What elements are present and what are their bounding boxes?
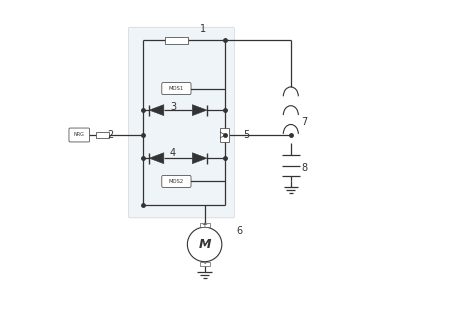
FancyBboxPatch shape xyxy=(162,175,191,187)
Text: 5: 5 xyxy=(243,130,249,140)
Text: 1: 1 xyxy=(200,24,206,34)
FancyBboxPatch shape xyxy=(128,27,234,218)
Text: -: - xyxy=(203,261,206,267)
Text: MOS2: MOS2 xyxy=(169,179,184,184)
Text: 8: 8 xyxy=(301,163,307,173)
Text: M: M xyxy=(198,238,211,251)
Bar xyxy=(220,128,229,143)
Text: +: + xyxy=(202,222,207,228)
Polygon shape xyxy=(192,105,207,116)
Polygon shape xyxy=(149,153,164,164)
Polygon shape xyxy=(192,153,207,164)
Text: 2: 2 xyxy=(107,130,113,140)
FancyBboxPatch shape xyxy=(69,128,89,142)
Bar xyxy=(165,37,188,45)
Polygon shape xyxy=(149,105,164,116)
Text: 4: 4 xyxy=(170,148,176,158)
Bar xyxy=(96,132,109,138)
Bar xyxy=(200,262,210,266)
Text: 6: 6 xyxy=(236,226,242,236)
Bar xyxy=(200,223,210,227)
Text: MOS1: MOS1 xyxy=(169,86,184,91)
FancyBboxPatch shape xyxy=(162,83,191,95)
Text: 3: 3 xyxy=(170,102,176,112)
Text: NRG: NRG xyxy=(74,133,85,138)
Text: 7: 7 xyxy=(301,117,307,127)
